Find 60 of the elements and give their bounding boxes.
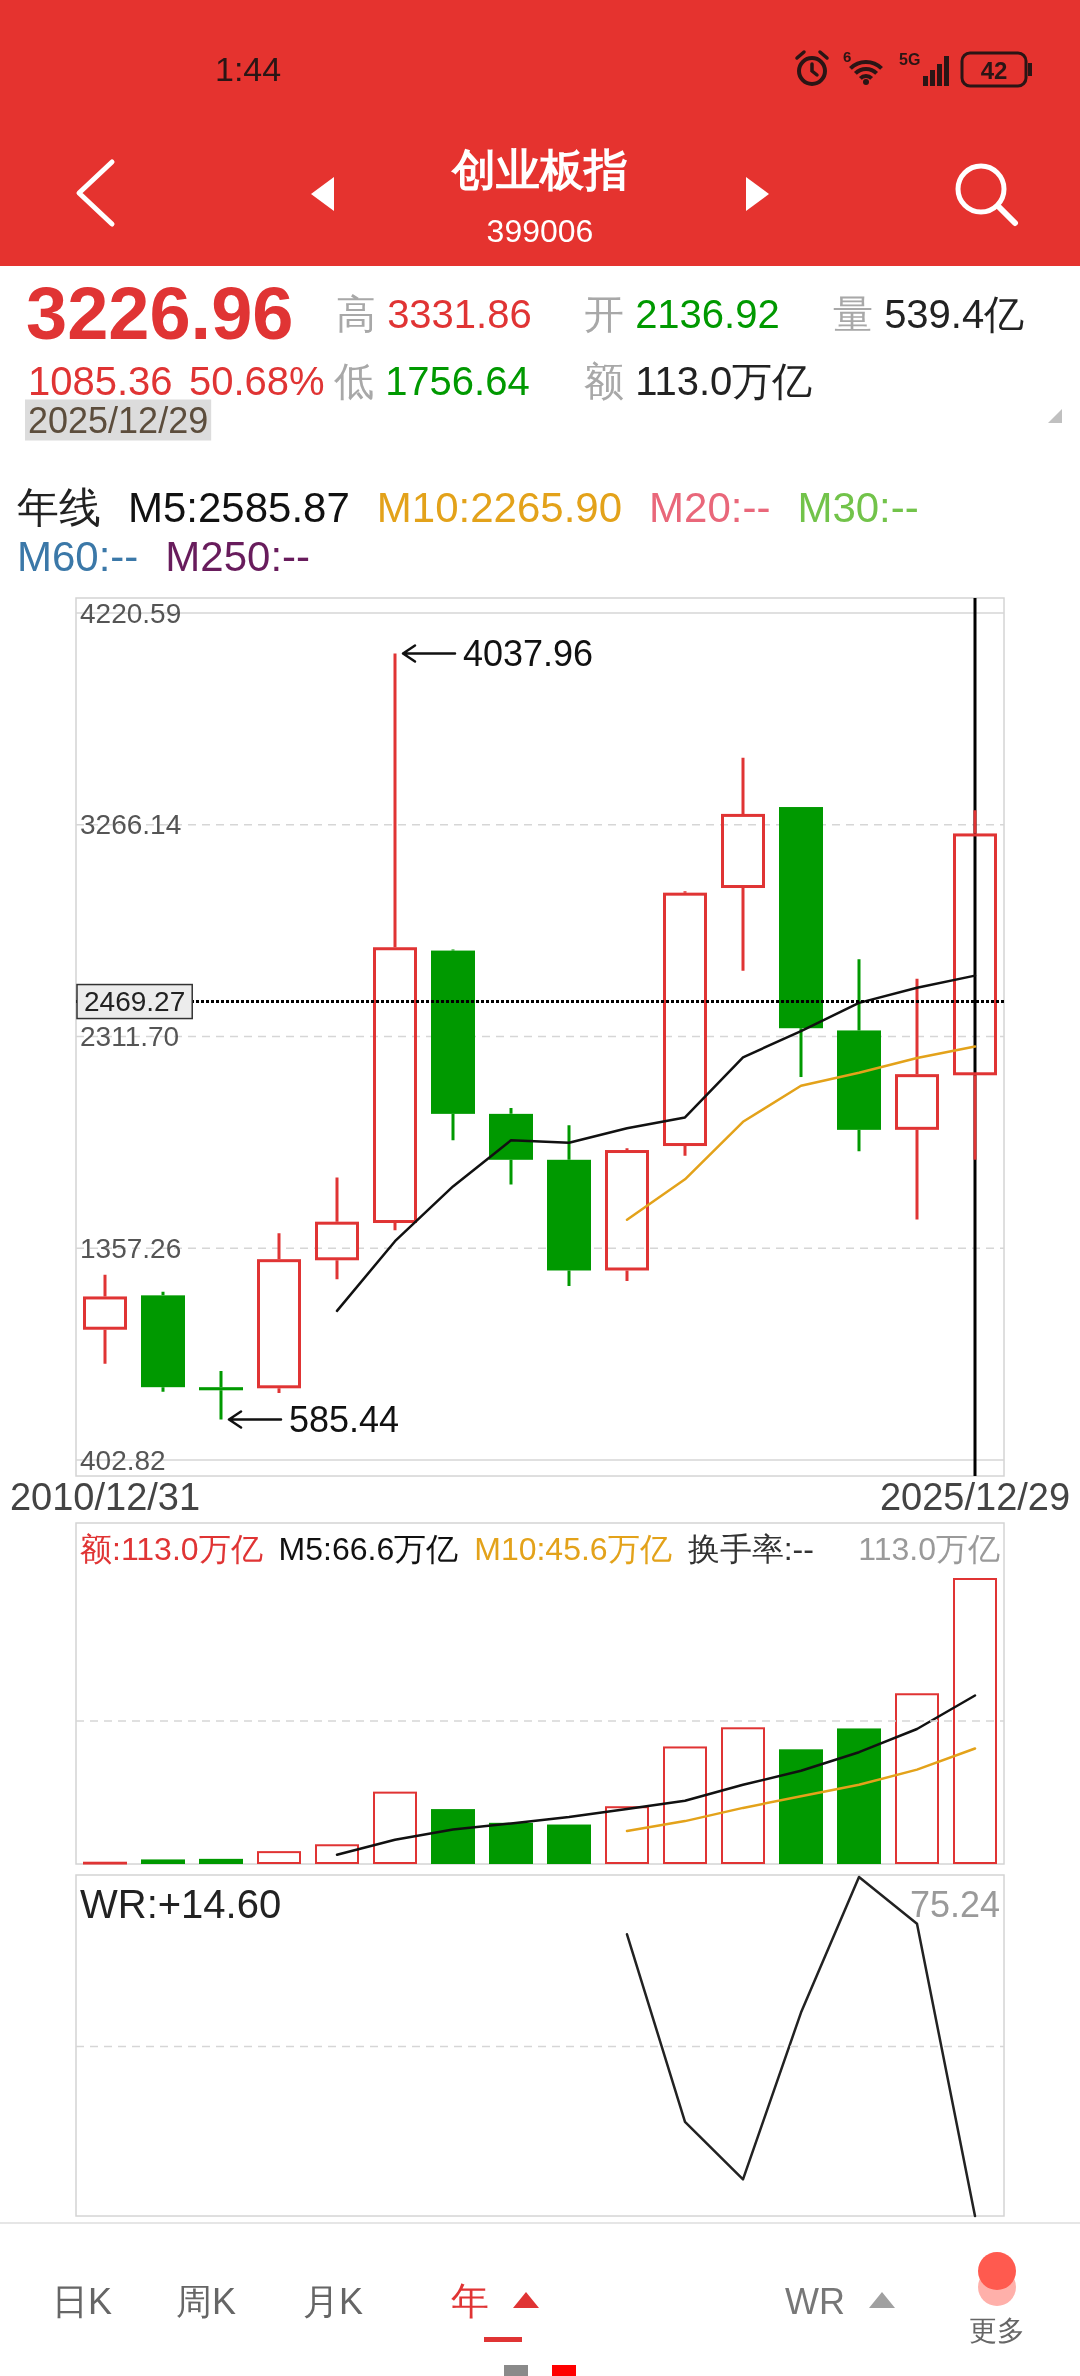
bar: [837, 1728, 881, 1864]
bar: [315, 1844, 359, 1864]
bar: [663, 1746, 707, 1864]
bar: [373, 1791, 417, 1864]
text: 创业板指: [450, 144, 628, 194]
text: 5G: [899, 50, 921, 68]
text: 换手率:--: [687, 1531, 814, 1567]
y-tick-label: 1357.26: [80, 1232, 182, 1264]
text: 周K: [176, 2280, 237, 2322]
bar: [83, 1861, 127, 1865]
bar: [547, 1824, 591, 1864]
text: M10:45.6万亿: [474, 1531, 672, 1567]
text: 低 1756.64: [334, 359, 530, 403]
text: 月K: [303, 2280, 364, 2322]
bar: [605, 1806, 649, 1864]
annotation: 585.44: [289, 1398, 400, 1440]
bar: [141, 1859, 185, 1864]
text: WR:+14.60: [80, 1882, 282, 1926]
bar: [431, 1809, 475, 1864]
text: 42: [980, 56, 1008, 84]
text: 年: [451, 2280, 489, 2322]
legend-label: M60:--: [17, 532, 139, 580]
bar: [953, 1578, 997, 1864]
line-series: [625, 1045, 977, 1221]
text: WR: [785, 2280, 845, 2322]
y-tick-label: 4220.59: [80, 597, 182, 629]
text: M5:66.6万亿: [278, 1531, 459, 1567]
text: 高 3331.86: [336, 292, 532, 336]
x-tick-label: 2010/12/31: [9, 1476, 201, 1518]
text: M5:2585.87: [128, 483, 350, 531]
text: 3226.96: [26, 271, 294, 355]
text: 额:113.0万亿: [80, 1531, 263, 1567]
text: 日K: [52, 2280, 113, 2322]
legend-label: M20:--: [649, 483, 771, 531]
bar: [721, 1727, 765, 1864]
legend-title: 年线: [17, 483, 101, 531]
bar: [257, 1851, 301, 1864]
annotation: 75.24: [909, 1883, 1000, 1925]
text: 6: [843, 47, 852, 65]
text: 1:44: [215, 50, 282, 88]
text: 2025/12/29: [28, 399, 209, 441]
bar: [779, 1749, 823, 1864]
bar: [199, 1858, 243, 1864]
bar: [895, 1693, 939, 1864]
line-series: [335, 974, 977, 1313]
y-tick-label: 3266.14: [80, 809, 182, 841]
annotation: 4037.96: [463, 633, 594, 675]
ref-line-label: 2469.27: [84, 986, 186, 1018]
text: 399006: [486, 213, 594, 249]
y-tick-label: 2311.70: [80, 1021, 180, 1052]
legend-label: M250:--: [165, 532, 311, 580]
bar: [489, 1822, 533, 1864]
text: 额 113.0万亿: [584, 359, 813, 403]
text: 113.0万亿: [858, 1531, 1000, 1567]
y-tick-label: 402.82: [80, 1444, 166, 1476]
text: 量 539.4亿: [833, 292, 1025, 336]
legend-label: M30:--: [797, 483, 919, 531]
text: M10:2265.90: [376, 483, 623, 531]
text: 开 2136.92: [584, 292, 780, 336]
text: 更多: [969, 2314, 1025, 2346]
